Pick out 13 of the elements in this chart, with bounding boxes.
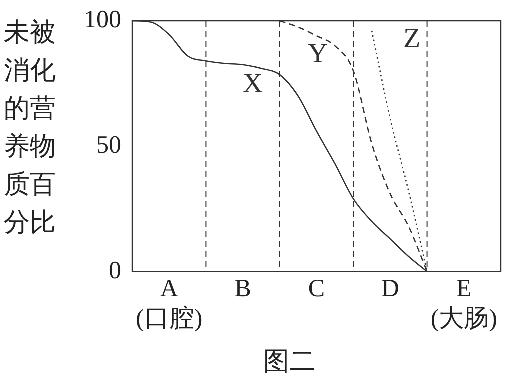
x-tick-label: E (大肠) — [430, 275, 498, 332]
y-axis-title: 未被消化的营养物质百分比 — [4, 17, 57, 240]
x-tick-label: D — [381, 275, 400, 302]
y-tick-label: 0 — [109, 257, 122, 284]
x-tick-label: B — [234, 275, 252, 302]
series-label: X — [242, 68, 264, 100]
x-tick-label: C — [308, 275, 326, 302]
y-tick-label: 50 — [96, 132, 122, 159]
x-tick-label: A (口腔) — [136, 275, 203, 332]
series-label: Z — [403, 23, 421, 54]
series-label: Y — [308, 38, 328, 70]
y-tick-label: 100 — [84, 6, 122, 34]
text: 图二 — [264, 347, 316, 378]
